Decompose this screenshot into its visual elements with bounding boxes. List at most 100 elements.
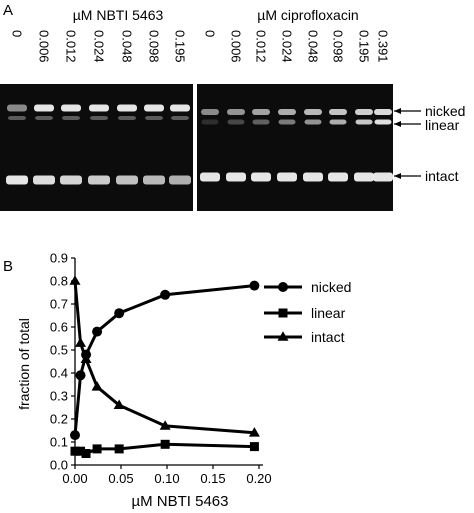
panel-a: A µM NBTI 5463 µM ciprofloxacin 0 0.006 0.… <box>0 2 465 211</box>
panel-a-label: A <box>3 2 13 19</box>
right-linear-band <box>278 119 296 125</box>
y-tick-label: 0.9 <box>50 251 68 266</box>
left-intact-band <box>116 175 138 185</box>
right-gel-header: µM ciprofloxacin <box>257 7 358 23</box>
left-linear-band <box>171 116 189 120</box>
x-tick-label: 0.15 <box>200 471 225 486</box>
band-annotations: nicked linear intact <box>394 103 465 184</box>
intact-band-label: intact <box>425 168 459 184</box>
nicked-band-label: nicked <box>425 103 465 119</box>
line-chart: 0.0 0.1 0.2 0.3 0.4 0.5 0.6 0.7 0.8 0.9 0.00 0.05 0.… <box>16 251 351 511</box>
y-tick-label: 0.0 <box>50 458 68 473</box>
right-nicked-band <box>227 109 245 115</box>
right-intact-band <box>303 172 323 182</box>
intact-data-point <box>248 427 260 437</box>
right-linear-band <box>227 119 245 125</box>
left-linear-band <box>145 116 163 120</box>
left-intact-band <box>60 175 82 185</box>
left-lane-labels: 0 0.006 0.012 0.024 0.048 0.098 0.195 <box>9 30 187 63</box>
left-lane-label: 0.006 <box>36 30 51 63</box>
left-lane-label: 0 <box>9 30 24 37</box>
left-lane-label: 0.012 <box>63 30 78 63</box>
left-intact-band <box>88 175 110 185</box>
left-linear-band <box>90 116 108 120</box>
right-linear-band <box>374 119 392 125</box>
right-linear-band <box>304 119 322 125</box>
legend-marker-nicked <box>278 282 288 292</box>
left-lane-label: 0.024 <box>91 30 106 63</box>
left-intact-band <box>169 175 191 185</box>
x-tick-label: 0.10 <box>154 471 179 486</box>
y-tick-label: 0.3 <box>50 389 68 404</box>
y-axis-label: fraction of total <box>16 318 32 410</box>
intact-data-point <box>91 381 103 391</box>
intact-data-point <box>69 275 81 285</box>
right-linear-band <box>201 119 219 125</box>
right-intact-band <box>354 172 374 182</box>
left-lane-label: 0.195 <box>172 30 187 63</box>
right-lane-label: 0.024 <box>279 30 294 63</box>
chart-legend: nicked linear intact <box>264 279 351 345</box>
y-tick-label: 0.5 <box>50 343 68 358</box>
left-gel-image <box>0 84 193 211</box>
right-lane-label: 0.012 <box>253 30 268 63</box>
legend-label-nicked: nicked <box>311 279 351 295</box>
nicked-data-point <box>75 370 86 381</box>
right-intact-band <box>277 172 297 182</box>
left-nicked-band <box>170 104 190 112</box>
right-lane-label: 0 <box>202 30 217 37</box>
right-nicked-band <box>329 109 347 115</box>
left-nicked-band <box>117 104 137 112</box>
right-nicked-band <box>201 109 219 115</box>
intact-data-point <box>159 420 171 430</box>
intact-data-point <box>80 353 92 363</box>
y-tick-label: 0.8 <box>50 274 68 289</box>
right-gel-image <box>197 84 393 211</box>
nicked-data-point <box>160 289 171 300</box>
right-intact-band <box>226 172 246 182</box>
left-linear-band <box>118 116 136 120</box>
panel-b: B 0.0 0.1 0.2 0.3 0.4 0.5 0.6 0.7 0.8 0.9 0.00 0.05… <box>3 251 351 511</box>
y-tick-label: 0.4 <box>50 366 68 381</box>
right-lane-label: 0.098 <box>330 30 345 63</box>
linear-band-label: linear <box>425 117 460 133</box>
x-tick-label: 0.05 <box>108 471 133 486</box>
linear-data-point <box>76 446 86 456</box>
linear-data-point <box>160 439 170 449</box>
left-intact-band <box>143 175 165 185</box>
nicked-data-point <box>70 430 80 441</box>
nicked-series-line <box>73 284 255 436</box>
right-lane-label: 0.195 <box>356 30 371 63</box>
left-nicked-band <box>144 104 164 112</box>
right-lane-label: 0.006 <box>228 30 243 63</box>
right-intact-band <box>200 172 220 182</box>
series-points <box>69 275 260 458</box>
right-intact-band <box>373 172 393 182</box>
x-axis-label: µM NBTI 5463 <box>131 493 228 510</box>
chart-ticks: 0.0 0.1 0.2 0.3 0.4 0.5 0.6 0.7 0.8 0.9 0.00 0.05 0.… <box>50 251 272 487</box>
nicked-data-point <box>249 280 260 291</box>
intact-data-point <box>75 337 87 347</box>
right-lane-label: 0.048 <box>305 30 320 63</box>
legend-marker-intact <box>277 331 289 341</box>
linear-data-point <box>114 444 124 454</box>
left-intact-band <box>33 175 55 185</box>
left-lane-label: 0.098 <box>146 30 161 63</box>
y-tick-label: 0.6 <box>50 320 68 335</box>
right-linear-band <box>252 119 270 125</box>
right-linear-band <box>355 119 373 125</box>
right-intact-band <box>251 172 271 182</box>
nicked-arrow-icon <box>394 108 401 114</box>
right-nicked-band <box>374 109 392 115</box>
y-tick-label: 0.1 <box>50 435 68 450</box>
legend-label-linear: linear <box>311 305 346 321</box>
linear-data-point <box>81 449 91 458</box>
left-nicked-band <box>34 104 54 112</box>
legend-label-intact: intact <box>311 329 345 345</box>
right-nicked-band <box>304 109 322 115</box>
left-nicked-band <box>7 104 27 112</box>
right-nicked-band <box>278 109 296 115</box>
right-nicked-band <box>355 109 373 115</box>
nicked-data-point <box>92 326 103 337</box>
